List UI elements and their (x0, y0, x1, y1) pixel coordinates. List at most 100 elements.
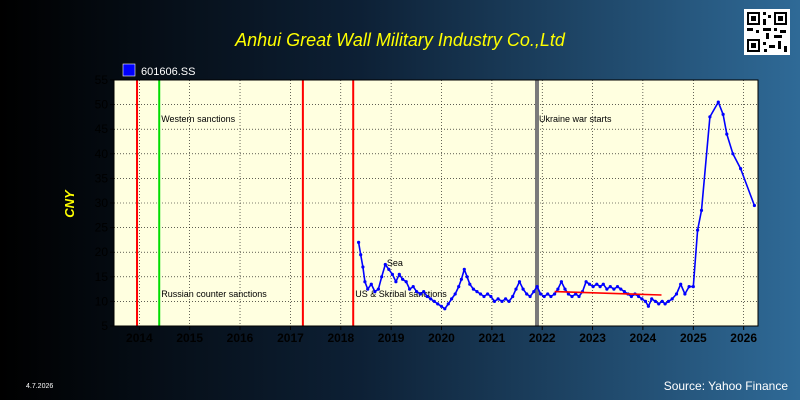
data-point (465, 275, 469, 279)
data-point (601, 282, 605, 286)
x-tick-label: 2016 (227, 331, 254, 345)
data-point (708, 115, 712, 119)
data-point (670, 297, 674, 301)
data-point (459, 277, 463, 281)
data-point (511, 294, 515, 299)
data-point (425, 294, 429, 299)
legend: 601606.SS (122, 63, 195, 78)
data-point (429, 297, 433, 301)
x-tick-label: 2025 (680, 331, 707, 345)
data-point (563, 287, 567, 291)
data-point (369, 282, 373, 286)
data-point (525, 292, 529, 296)
data-point (663, 302, 667, 306)
data-point (514, 287, 518, 291)
data-point (450, 297, 454, 301)
data-point (468, 282, 472, 286)
y-tick-label: 55 (95, 73, 109, 87)
data-point (478, 292, 483, 296)
data-point (415, 290, 419, 294)
data-point (605, 287, 609, 291)
data-point (521, 287, 525, 291)
data-point (566, 292, 571, 296)
data-point (397, 272, 401, 276)
data-point (615, 285, 620, 289)
event-label: Russian counter sanctions (161, 289, 267, 299)
data-point (595, 282, 599, 286)
data-point (387, 267, 391, 271)
data-point (553, 292, 557, 296)
data-point (357, 240, 361, 244)
data-point (752, 203, 757, 208)
data-point (453, 292, 457, 296)
data-point (475, 290, 479, 294)
data-point (591, 285, 595, 289)
data-point (376, 287, 380, 291)
data-point (462, 267, 466, 271)
data-point (739, 167, 743, 171)
data-point (422, 290, 426, 294)
data-point (660, 299, 664, 303)
data-point (457, 285, 461, 289)
data-point (696, 228, 700, 232)
event-label: Western sanctions (161, 114, 235, 124)
data-point (418, 292, 422, 296)
data-point (598, 285, 602, 289)
data-point (486, 292, 490, 296)
data-point (559, 280, 564, 284)
data-point (637, 294, 641, 299)
data-point (716, 100, 720, 104)
data-point (674, 292, 679, 296)
data-point (687, 285, 691, 289)
y-tick-label: 50 (95, 98, 109, 112)
data-point (570, 294, 574, 299)
data-point (587, 282, 592, 286)
data-point (500, 299, 504, 303)
data-point (411, 285, 415, 289)
legend-swatch (122, 63, 136, 77)
data-point (366, 287, 370, 291)
data-point (363, 280, 367, 284)
trend-line (554, 290, 662, 296)
data-point (542, 294, 546, 299)
y-axis-label: CNY (62, 189, 77, 218)
x-tick-label: 2017 (277, 331, 304, 345)
data-point (556, 287, 560, 291)
x-tick-label: 2023 (579, 331, 606, 345)
y-tick-label: 10 (95, 294, 109, 308)
data-point (380, 275, 384, 279)
plot-border (113, 79, 759, 327)
data-point (394, 280, 398, 284)
data-point (439, 304, 443, 308)
chart-annotation: Sea (387, 258, 403, 268)
data-point (657, 302, 661, 306)
event-label: US & Skribal sanctions (355, 289, 447, 299)
data-point (390, 272, 394, 276)
data-point (699, 208, 704, 212)
data-point (489, 294, 493, 299)
series-layer (357, 100, 757, 311)
data-point (643, 299, 648, 303)
chart-title: Anhui Great Wall Military Industry Co.,L… (234, 30, 566, 50)
x-tick-label: 2024 (630, 331, 657, 345)
data-point (646, 304, 651, 308)
data-point (549, 294, 553, 299)
data-point (539, 292, 543, 296)
data-point (535, 285, 539, 289)
data-point (373, 290, 377, 294)
x-tick-label: 2022 (529, 331, 556, 345)
y-tick-labels: 5 10 15 20 25 30 35 40 45 50 55 (95, 73, 109, 333)
x-tick-label: 2015 (176, 331, 203, 345)
data-point (721, 112, 725, 116)
data-point (650, 297, 654, 301)
data-point (528, 294, 532, 299)
data-point (619, 287, 623, 291)
data-point (731, 152, 735, 156)
x-tick-label: 2018 (327, 331, 354, 345)
data-point (612, 287, 616, 291)
y-tick-label: 15 (95, 270, 109, 284)
data-point (408, 287, 412, 291)
data-point (436, 302, 440, 306)
